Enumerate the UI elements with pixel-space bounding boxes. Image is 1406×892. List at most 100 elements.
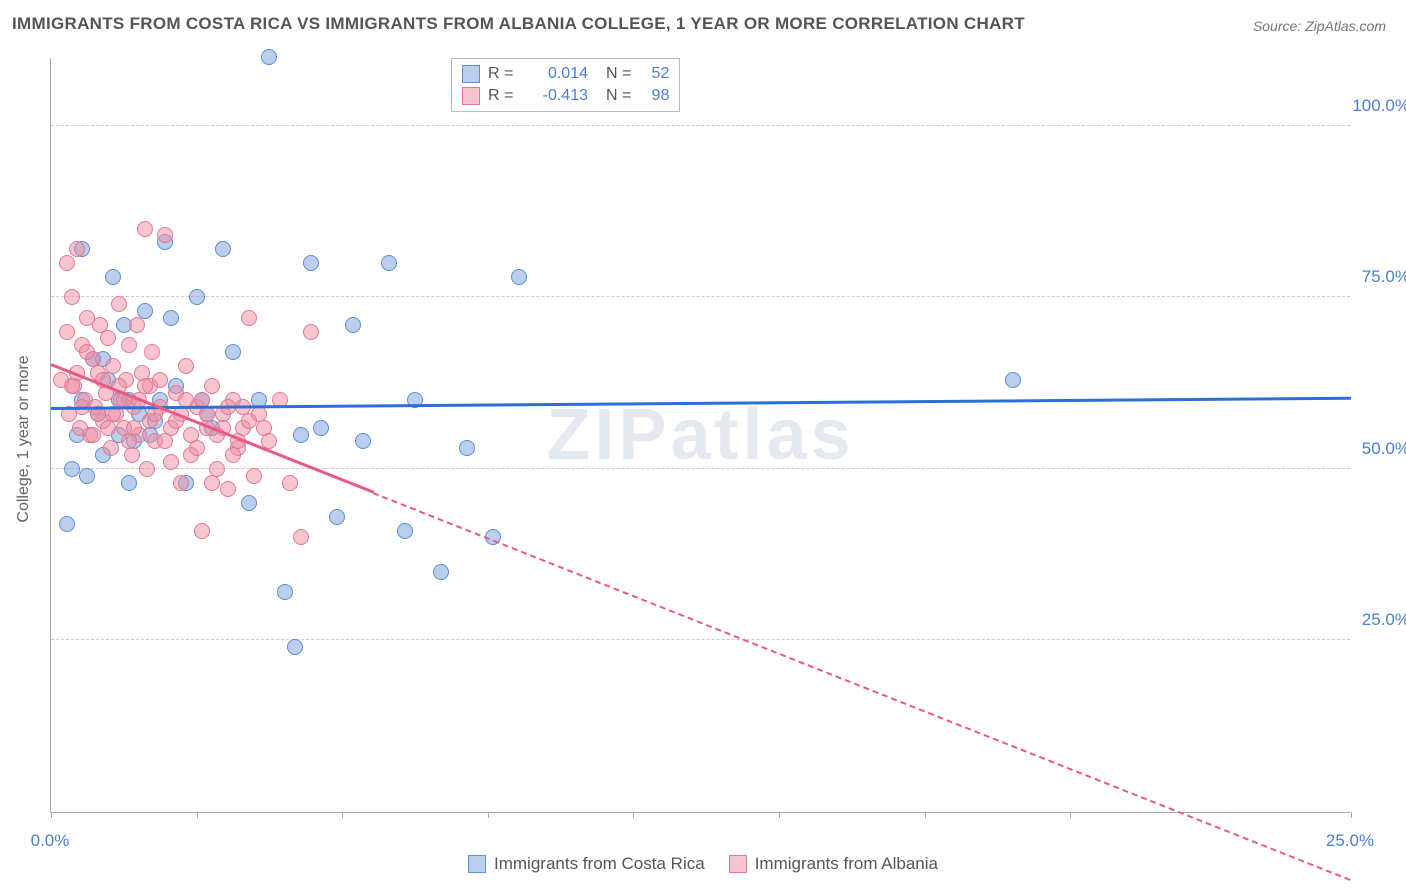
- legend-row: R =-0.413N =98: [462, 85, 669, 107]
- gridline-h: [51, 639, 1350, 640]
- scatter-point: [121, 433, 137, 449]
- watermark: ZIPatlas: [546, 394, 854, 476]
- scatter-point: [139, 461, 155, 477]
- legend-swatch: [462, 87, 480, 105]
- gridline-h: [51, 125, 1350, 126]
- y-tick-label: 25.0%: [1362, 610, 1406, 630]
- scatter-point: [293, 529, 309, 545]
- gridline-h: [51, 296, 1350, 297]
- scatter-point: [124, 447, 140, 463]
- scatter-point: [282, 475, 298, 491]
- x-tick: [779, 812, 780, 818]
- legend-bottom: Immigrants from Costa Rica Immigrants fro…: [468, 854, 938, 874]
- scatter-point: [189, 440, 205, 456]
- scatter-point: [152, 372, 168, 388]
- scatter-point: [69, 241, 85, 257]
- legend-label: Immigrants from Costa Rica: [494, 854, 705, 874]
- y-axis-label: College, 1 year or more: [15, 355, 33, 522]
- n-label: N =: [606, 87, 631, 105]
- scatter-point: [79, 468, 95, 484]
- scatter-point: [121, 475, 137, 491]
- scatter-point: [459, 440, 475, 456]
- gridline-h: [51, 468, 1350, 469]
- trend-line-dashed: [373, 492, 1351, 881]
- scatter-point: [313, 420, 329, 436]
- x-tick: [197, 812, 198, 818]
- r-label: R =: [488, 65, 518, 83]
- scatter-point: [111, 296, 127, 312]
- legend-item: Immigrants from Albania: [729, 854, 938, 874]
- scatter-point: [59, 255, 75, 271]
- scatter-point: [137, 221, 153, 237]
- scatter-point: [100, 420, 116, 436]
- scatter-point: [105, 358, 121, 374]
- scatter-point: [345, 317, 361, 333]
- scatter-point: [225, 344, 241, 360]
- scatter-point: [241, 310, 257, 326]
- scatter-point: [225, 447, 241, 463]
- legend-label: Immigrants from Albania: [755, 854, 938, 874]
- scatter-point: [381, 255, 397, 271]
- scatter-point: [103, 440, 119, 456]
- x-tick-label: 0.0%: [31, 831, 70, 851]
- scatter-point: [303, 255, 319, 271]
- scatter-point: [64, 461, 80, 477]
- n-value: 52: [639, 65, 669, 83]
- x-tick: [342, 812, 343, 818]
- scatter-point: [241, 495, 257, 511]
- legend-item: Immigrants from Costa Rica: [468, 854, 705, 874]
- x-tick: [1351, 812, 1352, 818]
- scatter-point: [121, 337, 137, 353]
- y-tick-label: 75.0%: [1362, 267, 1406, 287]
- x-tick: [633, 812, 634, 818]
- n-value: 98: [639, 87, 669, 105]
- scatter-point: [157, 227, 173, 243]
- scatter-point: [178, 358, 194, 374]
- scatter-point: [144, 344, 160, 360]
- r-value: -0.413: [526, 87, 588, 105]
- scatter-point: [220, 481, 236, 497]
- y-tick-label: 100.0%: [1352, 96, 1406, 116]
- scatter-point: [59, 516, 75, 532]
- n-label: N =: [606, 65, 631, 83]
- scatter-point: [204, 378, 220, 394]
- scatter-point: [277, 584, 293, 600]
- chart-title: IMMIGRANTS FROM COSTA RICA VS IMMIGRANTS…: [12, 14, 1025, 34]
- scatter-point: [261, 49, 277, 65]
- plot-area: ZIPatlas 25.0%50.0%75.0%100.0%R =0.014N …: [50, 58, 1350, 813]
- scatter-point: [59, 324, 75, 340]
- scatter-point: [105, 269, 121, 285]
- scatter-point: [397, 523, 413, 539]
- scatter-point: [163, 310, 179, 326]
- source-attribution: Source: ZipAtlas.com: [1253, 18, 1386, 34]
- x-tick-label: 25.0%: [1326, 831, 1374, 851]
- scatter-point: [241, 413, 257, 429]
- legend-swatch: [468, 855, 486, 873]
- scatter-point: [85, 427, 101, 443]
- scatter-point: [287, 639, 303, 655]
- scatter-point: [355, 433, 371, 449]
- scatter-point: [64, 289, 80, 305]
- r-value: 0.014: [526, 65, 588, 83]
- legend-swatch: [462, 65, 480, 83]
- x-tick: [1070, 812, 1071, 818]
- scatter-point: [64, 378, 80, 394]
- scatter-point: [1005, 372, 1021, 388]
- scatter-point: [246, 468, 262, 484]
- correlation-legend: R = 0.014 N = 52R = -0.413 N = 98: [451, 58, 680, 112]
- scatter-point: [163, 454, 179, 470]
- legend-row: R = 0.014 N = 52: [462, 63, 669, 85]
- scatter-point: [79, 344, 95, 360]
- scatter-point: [204, 475, 220, 491]
- scatter-point: [303, 324, 319, 340]
- x-tick: [488, 812, 489, 818]
- scatter-point: [189, 289, 205, 305]
- scatter-point: [129, 317, 145, 333]
- scatter-point: [126, 420, 142, 436]
- y-tick-label: 50.0%: [1362, 439, 1406, 459]
- x-tick: [51, 812, 52, 818]
- scatter-point: [511, 269, 527, 285]
- scatter-point: [194, 523, 210, 539]
- scatter-point: [215, 241, 231, 257]
- scatter-point: [433, 564, 449, 580]
